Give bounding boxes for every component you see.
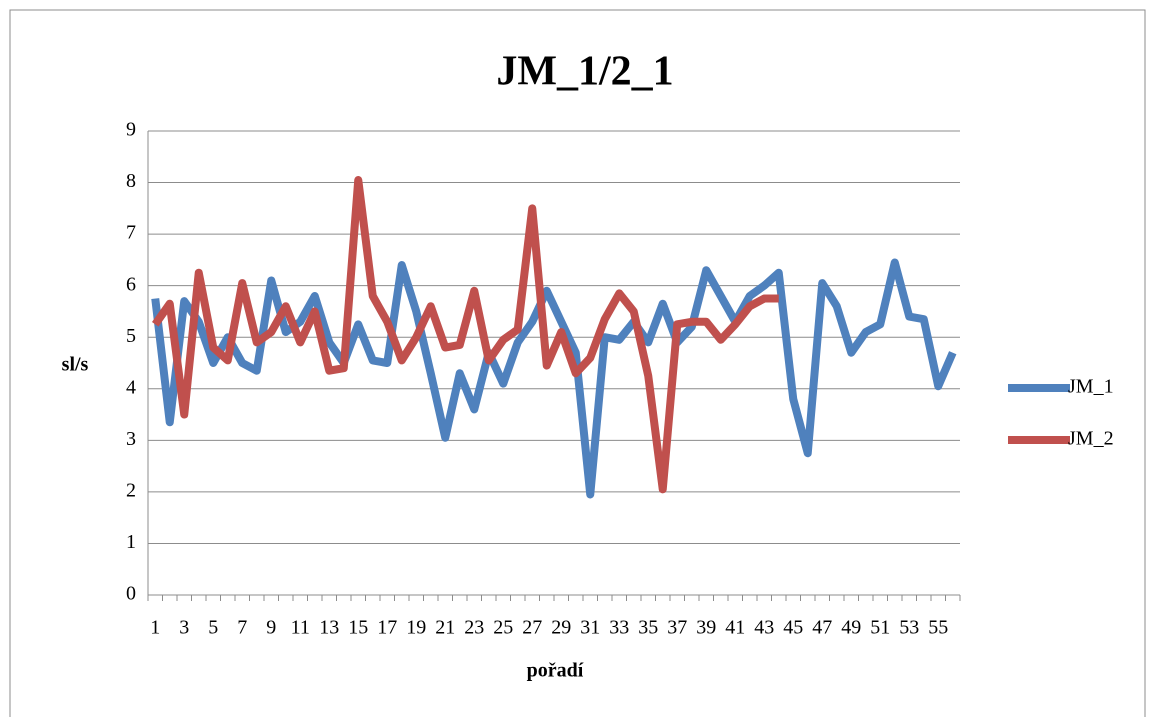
x-tick-label: 23 xyxy=(464,617,484,639)
y-tick-label: 6 xyxy=(126,273,136,295)
x-tick-label: 43 xyxy=(754,617,774,639)
x-axis-label: pořadí xyxy=(527,660,584,682)
line-series xyxy=(151,175,779,494)
x-tick-label: 39 xyxy=(696,617,716,639)
x-tick-label: 13 xyxy=(319,617,339,639)
x-tick-label: 5 xyxy=(208,617,218,639)
y-tick-label: 4 xyxy=(126,376,136,398)
x-tick-label: 41 xyxy=(725,617,745,639)
x-tick-label: 27 xyxy=(522,617,542,639)
x-tick-label: 37 xyxy=(667,617,687,639)
x-tick-label: 9 xyxy=(266,617,276,639)
legend-label: JM_1 xyxy=(1068,376,1114,398)
y-tick-label: 9 xyxy=(126,119,136,141)
x-tick-label: 29 xyxy=(551,617,571,639)
x-tick-label: 7 xyxy=(237,617,247,639)
x-tick-label: 53 xyxy=(899,617,919,639)
chart-title: JM_1/2_1 xyxy=(496,49,673,95)
y-tick-label: 3 xyxy=(126,428,136,450)
y-tick-label: 8 xyxy=(126,170,136,192)
line-series xyxy=(151,258,957,499)
y-tick-label: 0 xyxy=(126,583,136,605)
legend-label: JM_2 xyxy=(1068,428,1114,450)
x-tick-label: 33 xyxy=(609,617,629,639)
x-tick-label: 35 xyxy=(638,617,658,639)
x-tick-label: 19 xyxy=(406,617,426,639)
x-tick-label: 49 xyxy=(841,617,861,639)
x-tick-label: 15 xyxy=(348,617,368,639)
x-tick-label: 31 xyxy=(580,617,600,639)
x-tick-label: 51 xyxy=(870,617,890,639)
x-tick-label: 21 xyxy=(435,617,455,639)
x-tick-label: 25 xyxy=(493,617,513,639)
x-tick-label: 17 xyxy=(377,617,397,639)
x-tick-label: 45 xyxy=(783,617,803,639)
x-tick-label: 47 xyxy=(812,617,832,639)
y-tick-label: 5 xyxy=(126,325,136,347)
y-tick-label: 2 xyxy=(126,479,136,501)
y-tick-label: 1 xyxy=(126,531,136,553)
x-tick-label: 3 xyxy=(179,617,189,639)
x-tick-label: 55 xyxy=(928,617,948,639)
y-axis-label: sl/s xyxy=(62,354,89,376)
x-tick-label: 1 xyxy=(150,617,160,639)
x-tick-label: 11 xyxy=(291,617,310,639)
y-tick-label: 7 xyxy=(126,222,136,244)
chart-frame xyxy=(9,9,1146,717)
